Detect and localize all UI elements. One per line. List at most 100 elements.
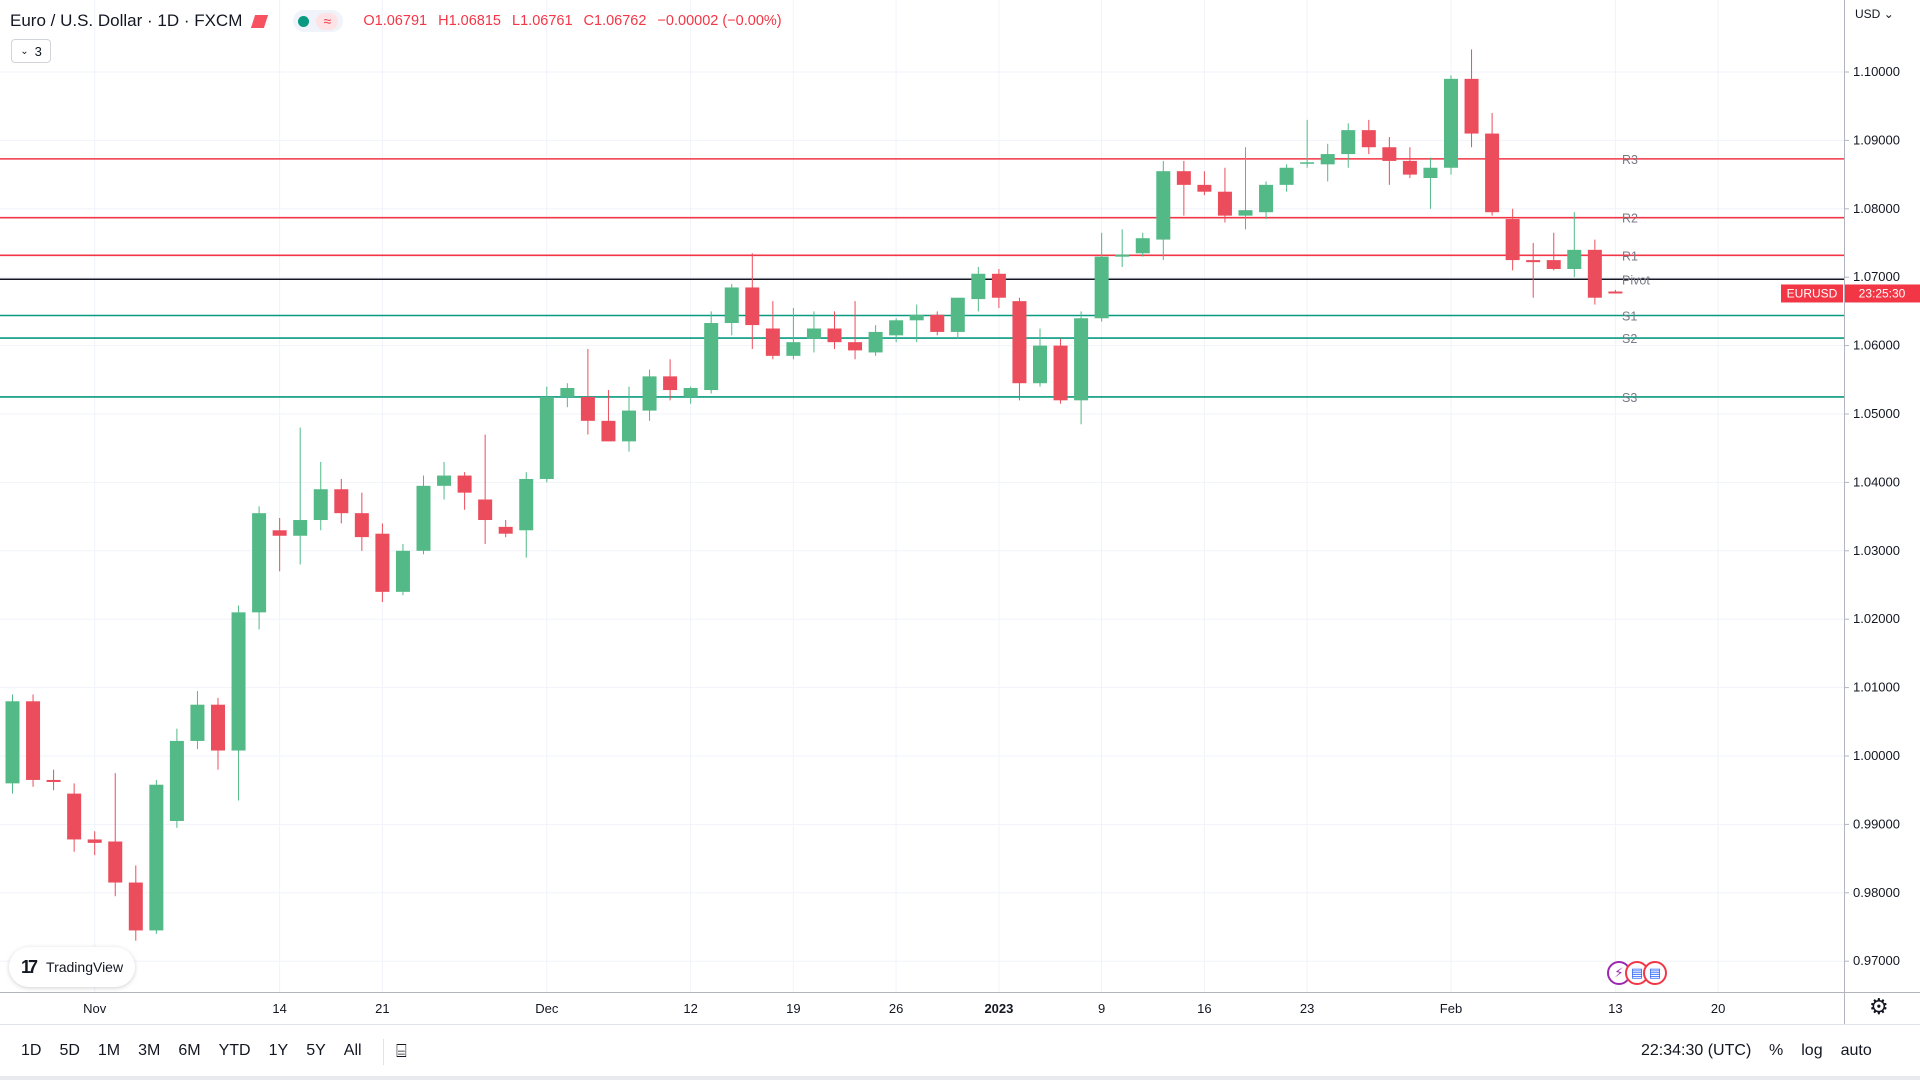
candle-body: [313, 489, 328, 521]
event-markers[interactable]: ⚡ ▤ ▤: [1607, 961, 1667, 989]
range-button-5y[interactable]: 5Y: [306, 1042, 326, 1059]
candle-body: [1402, 160, 1417, 175]
candle-body: [519, 478, 534, 531]
chevron-down-icon: ⌄: [1883, 7, 1894, 21]
price-tick-label: 1.06000: [1853, 338, 1900, 353]
calendar-icon[interactable]: ⌸: [396, 1041, 407, 1061]
candle: [930, 311, 945, 336]
range-button-ytd[interactable]: YTD: [218, 1042, 251, 1059]
candle: [745, 253, 760, 350]
time-axis[interactable]: Nov 14 21 Dec 12 19 26 2023 9 16 23 Feb 13 20: [0, 992, 1920, 1017]
candle-body: [272, 530, 287, 536]
candle-body: [1094, 256, 1109, 319]
price-tick-label: 1.00000: [1853, 748, 1900, 763]
tradingview-logo[interactable]: 17 TradingView: [9, 947, 136, 987]
chevron-down-icon: ⌄: [20, 45, 29, 57]
indicators-toggle-button[interactable]: ⌄ 3: [11, 39, 51, 63]
candle: [87, 831, 102, 856]
candle-body: [395, 550, 410, 592]
candle-body: [1546, 260, 1561, 269]
candle-body: [1197, 184, 1212, 192]
candle-body: [416, 485, 431, 551]
time-tick-label: 23: [1300, 1001, 1314, 1016]
candle-body: [848, 342, 863, 351]
candle: [1485, 113, 1500, 216]
candle-body: [87, 839, 102, 843]
bottom-strip: [0, 1076, 1920, 1080]
candle: [560, 383, 575, 408]
candle: [1197, 171, 1212, 196]
candle: [395, 543, 410, 596]
range-button-1y[interactable]: 1Y: [268, 1042, 289, 1059]
candle-body: [1341, 130, 1356, 155]
candle: [1444, 75, 1458, 175]
range-button-1m[interactable]: 1M: [97, 1042, 121, 1059]
candle-body: [704, 323, 719, 391]
candle-body: [211, 704, 225, 751]
candle: [724, 284, 739, 336]
candle: [1156, 160, 1171, 261]
range-button-5d[interactable]: 5D: [59, 1042, 80, 1059]
price-tick-label: 0.98000: [1853, 885, 1900, 900]
time-tick-label: Feb: [1440, 1001, 1462, 1016]
candle-body: [765, 328, 780, 356]
candle: [827, 311, 842, 350]
auto-scale-button[interactable]: auto: [1840, 1042, 1872, 1059]
candle: [539, 386, 554, 483]
candle-body: [1217, 191, 1232, 216]
symbol-title[interactable]: Euro / U.S. Dollar · 1D · FXCM: [10, 11, 243, 30]
candle: [498, 520, 513, 538]
time-tick-label: 26: [889, 1001, 903, 1016]
range-button-all[interactable]: All: [343, 1042, 362, 1059]
gear-icon[interactable]: ⚙: [1869, 994, 1889, 1019]
currency-selector[interactable]: USD ⌄: [1855, 7, 1894, 21]
candle-body: [457, 475, 472, 493]
candle-body: [1464, 78, 1479, 134]
price-tick-label: 1.09000: [1853, 132, 1900, 147]
market-status[interactable]: ≈: [293, 10, 344, 32]
candles: [5, 49, 1623, 941]
range-button-6m[interactable]: 6M: [178, 1042, 201, 1059]
price-axis[interactable]: 1.10000 1.09000 1.08000 1.07000 1.06000 1.050…: [1844, 0, 1900, 1024]
utc-clock[interactable]: 22:34:30 (UTC): [1641, 1042, 1752, 1059]
candle-body: [560, 388, 575, 397]
candle-body: [539, 396, 554, 479]
candle-body: [1156, 171, 1171, 240]
ohlc-values: O1.06791 H1.06815 L1.06761 C1.06762 −0.0…: [363, 13, 788, 29]
candle: [354, 492, 369, 551]
us-flag-icon[interactable]: ▤: [1643, 961, 1667, 985]
candle-body: [642, 376, 657, 411]
price-tick-label: 1.05000: [1853, 406, 1900, 421]
candle: [642, 369, 657, 421]
range-button-1d[interactable]: 1D: [21, 1042, 42, 1059]
level-label-r2: R2: [1622, 212, 1638, 226]
candle-body: [1320, 154, 1335, 165]
percent-scale-button[interactable]: %: [1769, 1042, 1784, 1059]
candle-body: [5, 701, 20, 784]
candle: [169, 728, 184, 828]
tradingview-logo-icon: 17: [21, 956, 38, 977]
ohlc-change: −0.00002 (−0.00%): [657, 13, 782, 29]
candle: [1033, 328, 1047, 387]
candle: [211, 697, 225, 770]
candle: [334, 478, 349, 524]
candle-body: [108, 841, 123, 883]
time-tick-label: Nov: [83, 1001, 107, 1016]
candle: [478, 434, 493, 544]
candle: [1094, 232, 1109, 322]
candle: [601, 390, 616, 442]
price-tick-label: 1.07000: [1853, 269, 1900, 284]
log-scale-button[interactable]: log: [1801, 1042, 1823, 1059]
candle-body: [1279, 167, 1294, 185]
candle: [909, 304, 924, 343]
candle-body: [1505, 219, 1520, 261]
candle-body: [889, 320, 904, 336]
volatility-icon: ≈: [316, 12, 339, 30]
candle-body: [1382, 147, 1397, 161]
candle: [293, 427, 308, 565]
candle-body: [786, 342, 801, 356]
range-button-3m[interactable]: 3M: [138, 1042, 161, 1059]
indicators-count: 3: [34, 43, 42, 59]
symbol-legend: Euro / U.S. Dollar · 1D · FXCM ≈ O1.0679…: [10, 9, 789, 33]
